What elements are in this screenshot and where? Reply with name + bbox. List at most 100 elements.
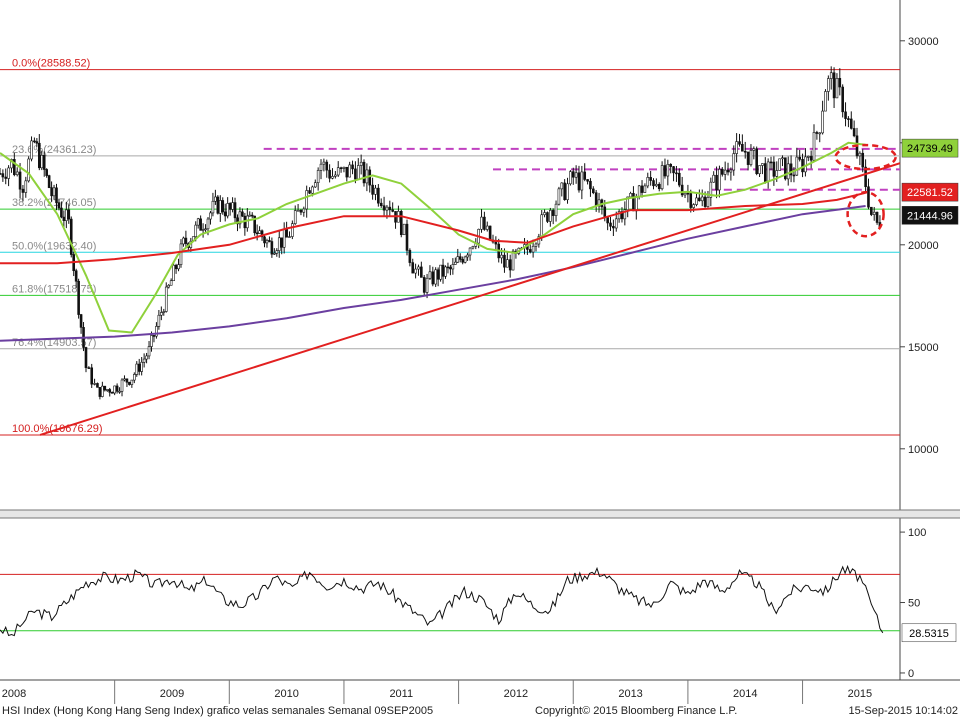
candle-body <box>689 193 693 208</box>
candle-body <box>411 262 415 274</box>
candle-body <box>781 157 784 160</box>
candle-body <box>589 180 592 190</box>
candle-body <box>612 226 615 229</box>
candle-body <box>96 383 99 388</box>
trendline-line <box>39 162 901 436</box>
candle-body <box>374 187 377 195</box>
candle-body <box>560 182 564 190</box>
candle-body <box>798 156 801 160</box>
candle-body <box>223 211 227 217</box>
candle-body <box>738 141 741 145</box>
candle-body <box>35 141 39 144</box>
candle-body <box>103 385 107 391</box>
candle-body <box>818 132 822 135</box>
candle-body <box>55 187 58 203</box>
candle-body <box>741 143 744 152</box>
candle-body <box>322 161 326 165</box>
oscillator-value-tag: 28.5315 <box>901 623 957 643</box>
candle-body <box>680 184 684 196</box>
candle-body <box>766 161 770 183</box>
candle-body <box>815 132 819 134</box>
candle-body <box>528 249 532 253</box>
candle-body <box>592 188 595 194</box>
candle-body <box>331 176 334 179</box>
candle-body <box>574 172 578 178</box>
candle-body <box>580 171 584 191</box>
osc-value-tag-box <box>901 623 957 643</box>
candle-body <box>305 190 308 210</box>
candle-body <box>77 280 80 315</box>
x-tick-label: 2010 <box>274 688 298 700</box>
candle-body <box>128 381 131 385</box>
candle-body <box>0 173 2 175</box>
candle-body <box>299 209 303 213</box>
candle-body <box>385 206 389 211</box>
candle-body <box>196 218 200 226</box>
candle-body <box>655 183 658 187</box>
candle-body <box>216 196 220 214</box>
candle-body <box>40 154 44 169</box>
candle-body <box>428 271 432 279</box>
candle-body <box>246 215 249 229</box>
candle-body <box>635 196 638 212</box>
candle-body <box>169 280 173 286</box>
candle-body <box>285 229 288 238</box>
panel-separator <box>0 510 960 518</box>
candle-body <box>606 217 609 224</box>
candle-body <box>446 266 450 269</box>
oscillator-panel <box>0 518 900 678</box>
candle-body <box>164 286 168 312</box>
candle-body <box>577 172 581 191</box>
candle-body <box>204 228 207 231</box>
candle-body <box>130 379 134 385</box>
candle-body <box>405 223 409 251</box>
oscillator-axis-ticks: 100 50 0 <box>900 527 926 680</box>
candle-body <box>709 181 713 198</box>
candle-body <box>209 212 212 220</box>
candle-body <box>282 229 286 248</box>
candle-body <box>506 259 509 268</box>
candle-body <box>540 214 544 237</box>
candle-body <box>87 367 91 369</box>
candle-body <box>157 314 161 327</box>
candle-body <box>21 188 25 193</box>
candle-body <box>231 202 234 210</box>
candle-body <box>38 142 41 169</box>
candle-body <box>160 312 163 316</box>
candle-body <box>184 237 188 244</box>
candle-body <box>233 202 237 219</box>
fib-label-1: 23.6%(24361.23) <box>12 144 96 156</box>
candle-body <box>391 209 394 212</box>
candle-body <box>672 166 675 174</box>
candle-body <box>152 335 156 337</box>
candle-body <box>758 165 761 174</box>
candle-body <box>824 91 827 112</box>
candle-body <box>706 197 710 207</box>
candle-body <box>79 314 83 328</box>
candle-body <box>325 161 329 171</box>
candle-body <box>629 193 632 198</box>
candle-body <box>425 277 429 293</box>
candle-body <box>434 269 437 285</box>
candle-body <box>449 266 452 270</box>
x-tick-label: 2015 <box>848 688 872 700</box>
x-tick-label: 2012 <box>504 688 528 700</box>
candle-body <box>746 151 750 165</box>
candle-body <box>609 222 612 227</box>
candle-body <box>827 78 830 92</box>
candle-body <box>308 190 311 194</box>
ma-mid-line <box>0 191 866 265</box>
ma-slow-line <box>0 205 866 342</box>
candle-body <box>775 170 779 177</box>
candle-body <box>456 256 460 263</box>
candle-body <box>167 284 170 288</box>
candle-body <box>806 156 810 158</box>
candle-body <box>726 169 730 173</box>
candle-body <box>74 270 78 282</box>
candle-body <box>844 111 847 119</box>
candle-body <box>626 196 630 211</box>
candle-body <box>255 232 259 235</box>
candle-body <box>13 159 16 176</box>
price-candles <box>0 66 882 400</box>
value-tag-label-2: 21444.96 <box>907 210 953 222</box>
